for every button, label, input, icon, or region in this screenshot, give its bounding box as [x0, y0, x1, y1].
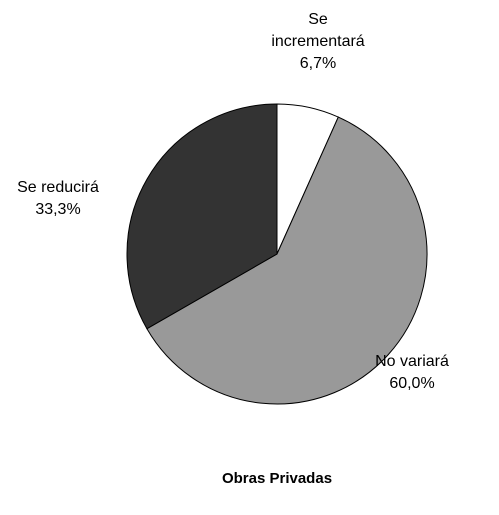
slice-label: No variará 60,0% — [357, 351, 467, 395]
pie-slice — [146, 116, 428, 405]
slice-label: Se incrementará 6,7% — [268, 9, 368, 75]
value-label: 33,3% — [35, 201, 81, 218]
category-label: Se reducirá — [17, 179, 99, 196]
category-label: Se incrementará — [271, 11, 365, 50]
value-label: 60,0% — [389, 375, 435, 392]
value-label: 6,7% — [299, 55, 337, 72]
pie-slice — [126, 103, 278, 330]
category-label: No variará — [375, 353, 449, 370]
chart-title: Obras Privadas — [221, 470, 333, 487]
slice-label: Se reducirá 33,3% — [3, 177, 113, 221]
